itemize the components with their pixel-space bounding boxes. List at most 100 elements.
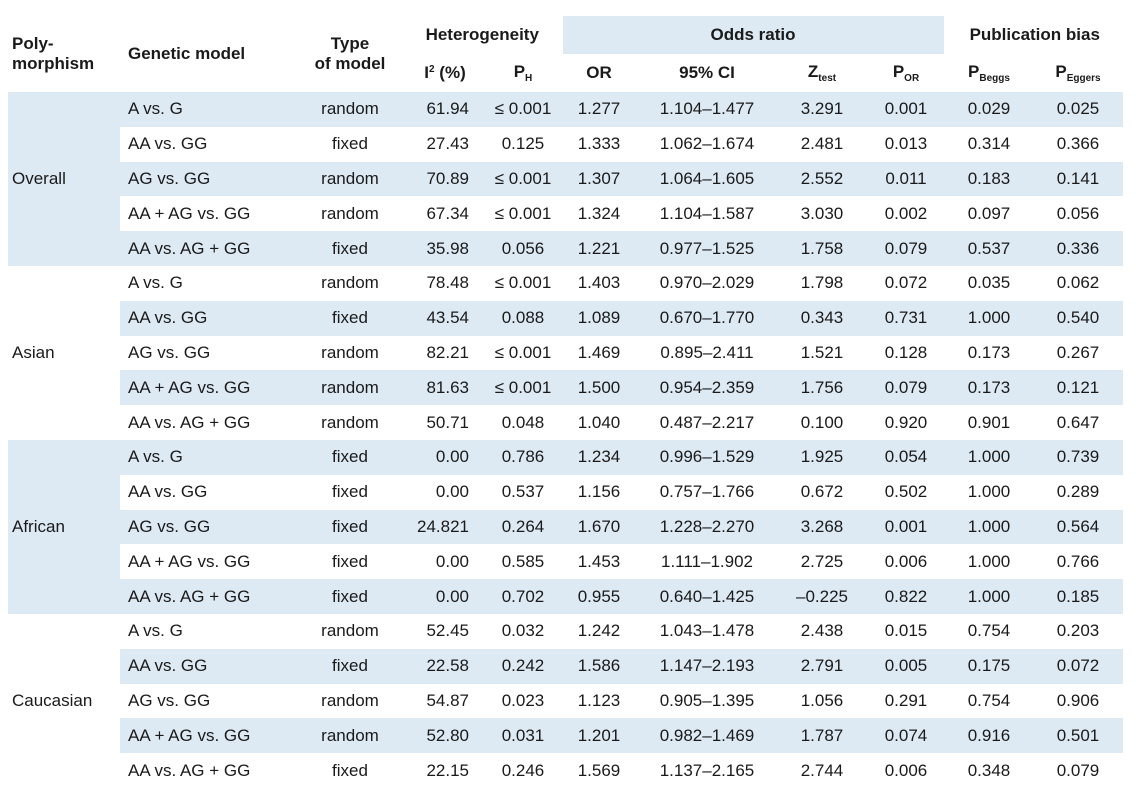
cell-z: 2.791 (777, 648, 867, 684)
cell-or: 1.670 (561, 509, 637, 545)
header-polymorphism-line2: morphism (12, 54, 95, 73)
cell-i2: 54.87 (426, 690, 469, 710)
group-label-asian: Asian (12, 342, 55, 362)
cell-ph: 0.242 (485, 648, 561, 684)
cell-type: random (321, 621, 379, 641)
cell-or: 1.307 (561, 161, 637, 197)
cell-genetic-model: AA vs. AG + GG (120, 579, 295, 614)
cell-genetic-model: AA vs. AG + GG (128, 760, 251, 780)
cell-p-or: 0.074 (867, 718, 945, 754)
cell-z: 0.343 (777, 300, 867, 336)
header-peggers-main: P (1055, 62, 1067, 81)
cell-ci: 0.905–1.395 (659, 690, 755, 710)
cell-ph: 0.702 (485, 579, 561, 614)
table-row: AA vs. AG + GG fixed 35.98 0.056 1.221 0.977–… (8, 231, 1123, 266)
cell-i2: 24.821 (405, 509, 485, 545)
cell-z: 1.056 (800, 690, 844, 710)
cell-ci: 0.487–2.217 (659, 412, 755, 432)
header-genetic-model: Genetic model (128, 44, 246, 63)
cell-ci: 0.970–2.029 (659, 273, 755, 293)
cell-genetic-model: AG vs. GG (120, 161, 295, 197)
table-row: AG vs. GG random 70.89 ≤ 0.001 1.307 1.064–1.… (8, 161, 1123, 197)
cell-ci: 1.104–1.477 (637, 92, 777, 127)
header-p-or: POR (867, 54, 945, 92)
cell-type: fixed (295, 648, 405, 684)
header-i2: I2 (%) (405, 54, 485, 92)
header-i2-main: I (424, 63, 429, 82)
cell-or: 1.089 (561, 300, 637, 336)
group-label-overall: Overall (8, 92, 120, 266)
group-label-african: African (8, 439, 120, 614)
cell-genetic-model: AA + AG vs. GG (128, 203, 251, 223)
header-z-test: Ztest (777, 54, 867, 92)
table-row: AA vs. GG fixed 22.58 0.242 1.586 1.147–2.193… (8, 648, 1123, 684)
table-row: AA + AG vs. GG fixed 0.00 0.585 1.453 1.111–1… (8, 544, 1123, 579)
cell-p-or: 0.002 (884, 203, 928, 223)
cell-z: 3.268 (777, 509, 867, 545)
header-pbeggs-main: P (968, 62, 980, 81)
cell-genetic-model: AA vs. GG (128, 134, 208, 154)
cell-ph: ≤ 0.001 (485, 370, 561, 406)
header-por-main: P (892, 62, 905, 81)
cell-p-beggs: 1.000 (945, 439, 1033, 475)
cell-z: 2.552 (777, 161, 867, 197)
cell-i2: 43.54 (405, 300, 485, 336)
header-i2-unit: (%) (434, 63, 466, 82)
cell-i2: 81.63 (405, 370, 485, 406)
cell-ci: 1.228–2.270 (637, 509, 777, 545)
cell-type: random (295, 370, 405, 406)
cell-p-eggers: 0.056 (1056, 203, 1100, 223)
cell-ci: 0.996–1.529 (637, 439, 777, 475)
cell-genetic-model: AG vs. GG (120, 509, 295, 545)
header-or: OR (586, 63, 612, 82)
cell-p-eggers: 0.185 (1033, 579, 1123, 614)
cell-genetic-model: A vs. G (120, 92, 295, 127)
cell-ph: 0.537 (501, 482, 545, 502)
cell-p-or: 0.502 (884, 482, 928, 502)
cell-p-eggers: 0.564 (1033, 509, 1123, 545)
cell-ci: 0.670–1.770 (637, 300, 777, 336)
table-row: AA vs. GG fixed 0.00 0.537 1.156 0.757–1.766 0… (8, 475, 1123, 510)
cell-ph: 0.088 (485, 300, 561, 336)
cell-or: 1.453 (577, 551, 621, 571)
cell-type: fixed (295, 509, 405, 545)
table-row: AA vs. GG fixed 43.54 0.088 1.089 0.670–1.770… (8, 300, 1123, 336)
cell-genetic-model: A vs. G (120, 439, 295, 475)
cell-z: 2.744 (800, 760, 844, 780)
cell-p-beggs: 0.035 (967, 273, 1011, 293)
cell-i2: 0.00 (435, 551, 469, 571)
cell-p-eggers: 0.121 (1033, 370, 1123, 406)
cell-p-or: 0.001 (867, 92, 945, 127)
cell-type: random (321, 412, 379, 432)
cell-type: random (321, 342, 379, 362)
cell-p-beggs: 0.916 (945, 718, 1033, 754)
cell-ph: 0.125 (501, 134, 545, 154)
cell-p-eggers: 0.501 (1033, 718, 1123, 754)
cell-ci: 1.111–1.902 (660, 551, 753, 571)
cell-p-eggers: 0.141 (1033, 161, 1123, 197)
cell-p-beggs: 0.097 (967, 203, 1011, 223)
cell-p-eggers: 0.203 (1056, 621, 1100, 641)
header-ph-main: P (513, 62, 526, 81)
cell-i2: 35.98 (405, 231, 485, 266)
cell-genetic-model: A vs. G (128, 621, 183, 641)
header-p-beggs: PBeggs (945, 54, 1033, 92)
group-label-caucasian: Caucasian (12, 690, 93, 710)
cell-i2: 0.00 (405, 439, 485, 475)
table-row: AG vs. GG random 54.87 0.023 1.123 0.905–1.39… (8, 684, 1123, 719)
header-por-sub: OR (904, 73, 920, 84)
header-polymorphism-line1: Poly- (12, 33, 54, 53)
cell-type: random (295, 92, 405, 127)
cell-p-eggers: 0.289 (1056, 482, 1100, 502)
cell-i2: 82.21 (426, 342, 469, 362)
cell-z: 1.798 (800, 273, 844, 293)
cell-p-beggs: 0.029 (945, 92, 1033, 127)
cell-p-beggs: 0.175 (945, 648, 1033, 684)
cell-p-or: 0.006 (884, 551, 928, 571)
cell-p-eggers: 0.062 (1056, 273, 1100, 293)
cell-i2: 0.00 (435, 482, 469, 502)
cell-p-eggers: 0.739 (1033, 439, 1123, 475)
cell-ph: 0.786 (485, 439, 561, 475)
